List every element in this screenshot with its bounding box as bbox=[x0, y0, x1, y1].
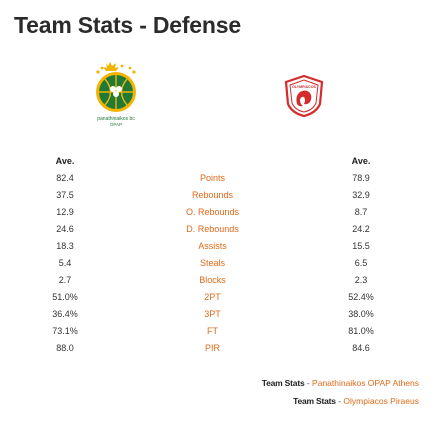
table-row: 37.5 Rebounds 32.9 bbox=[0, 187, 433, 204]
stat-label: FT bbox=[207, 326, 218, 336]
footer-link-away-team[interactable]: Team Stats - Olympiacos Piraeus bbox=[293, 396, 419, 406]
home-value: 37.5 bbox=[56, 190, 74, 200]
stat-label: Assists bbox=[198, 241, 227, 251]
table-row: 2.7 Blocks 2.3 bbox=[0, 272, 433, 289]
stat-label: D. Rebounds bbox=[186, 224, 239, 234]
away-value: 38.0% bbox=[348, 309, 374, 319]
stat-label: Steals bbox=[199, 258, 225, 268]
home-value: 82.4 bbox=[56, 173, 74, 183]
table-row: 5.4 Steals 6.5 bbox=[0, 255, 433, 272]
home-logo-text: panathinaikos bc bbox=[97, 116, 135, 122]
table-row: 18.3 Assists 15.5 bbox=[0, 238, 433, 255]
table-header: Ave. Ave. bbox=[0, 153, 433, 170]
away-value: 15.5 bbox=[352, 241, 370, 251]
page-title: Team Stats - Defense bbox=[14, 12, 241, 38]
away-value: 6.5 bbox=[354, 258, 368, 268]
panathinaikos-logo-icon: panathinaikos bc OPAP bbox=[96, 62, 136, 127]
table-row: 73.1% FT 81.0% bbox=[0, 323, 433, 340]
footer-link-separator: - bbox=[304, 378, 313, 388]
away-value: 81.0% bbox=[348, 326, 374, 336]
away-team-logo[interactable]: OLYMPIACOS bbox=[283, 74, 325, 118]
stat-label: Blocks bbox=[199, 275, 226, 285]
away-average-header: Ave. bbox=[351, 156, 371, 166]
home-value: 5.4 bbox=[58, 258, 72, 268]
home-value: 18.3 bbox=[56, 241, 74, 251]
away-value: 52.4% bbox=[348, 292, 374, 302]
footer-link-team-name[interactable]: Panathinaikos OPAP Athens bbox=[312, 378, 419, 388]
away-value: 84.6 bbox=[352, 343, 370, 353]
away-value: 24.2 bbox=[352, 224, 370, 234]
table-row: 12.9 O. Rebounds 8.7 bbox=[0, 204, 433, 221]
home-average-header: Ave. bbox=[55, 156, 75, 166]
home-value: 73.1% bbox=[52, 326, 78, 336]
stat-label: 2PT bbox=[204, 292, 221, 302]
home-team-logo[interactable]: panathinaikos bc OPAP bbox=[86, 60, 146, 130]
home-value: 24.6 bbox=[56, 224, 74, 234]
stat-label: Points bbox=[199, 173, 225, 183]
stat-label: PIR bbox=[204, 343, 220, 353]
olympiacos-logo-icon: OLYMPIACOS bbox=[284, 74, 324, 118]
footer-link-prefix: Team Stats bbox=[293, 396, 336, 406]
table-row: 36.4% 3PT 38.0% bbox=[0, 306, 433, 323]
table-row: 51.0% 2PT 52.4% bbox=[0, 289, 433, 306]
stat-label: O. Rebounds bbox=[185, 207, 240, 217]
stat-label: Rebounds bbox=[191, 190, 234, 200]
home-value: 36.4% bbox=[52, 309, 78, 319]
home-value: 88.0 bbox=[56, 343, 74, 353]
home-value: 51.0% bbox=[52, 292, 78, 302]
home-value: 12.9 bbox=[56, 207, 74, 217]
table-row: 24.6 D. Rebounds 24.2 bbox=[0, 221, 433, 238]
table-row: 82.4 Points 78.9 bbox=[0, 170, 433, 187]
stat-label: 3PT bbox=[204, 309, 221, 319]
away-value: 8.7 bbox=[354, 207, 368, 217]
table-row: 88.0 PIR 84.6 bbox=[0, 340, 433, 357]
away-value: 32.9 bbox=[352, 190, 370, 200]
away-logo-text: OLYMPIACOS bbox=[292, 85, 316, 89]
footer-link-separator: - bbox=[335, 396, 344, 406]
footer-link-prefix: Team Stats bbox=[261, 378, 305, 388]
footer-link-home-team[interactable]: Team Stats - Panathinaikos OPAP Athens bbox=[262, 378, 419, 388]
away-value: 78.9 bbox=[352, 173, 370, 183]
defense-stats-table: Ave. Ave. 82.4 Points 78.9 37.5 Rebounds… bbox=[0, 153, 433, 357]
away-value: 2.3 bbox=[354, 275, 368, 285]
home-logo-subtext: OPAP bbox=[110, 122, 122, 127]
footer-link-team-name[interactable]: Olympiacos Piraeus bbox=[343, 396, 419, 406]
home-value: 2.7 bbox=[58, 275, 72, 285]
